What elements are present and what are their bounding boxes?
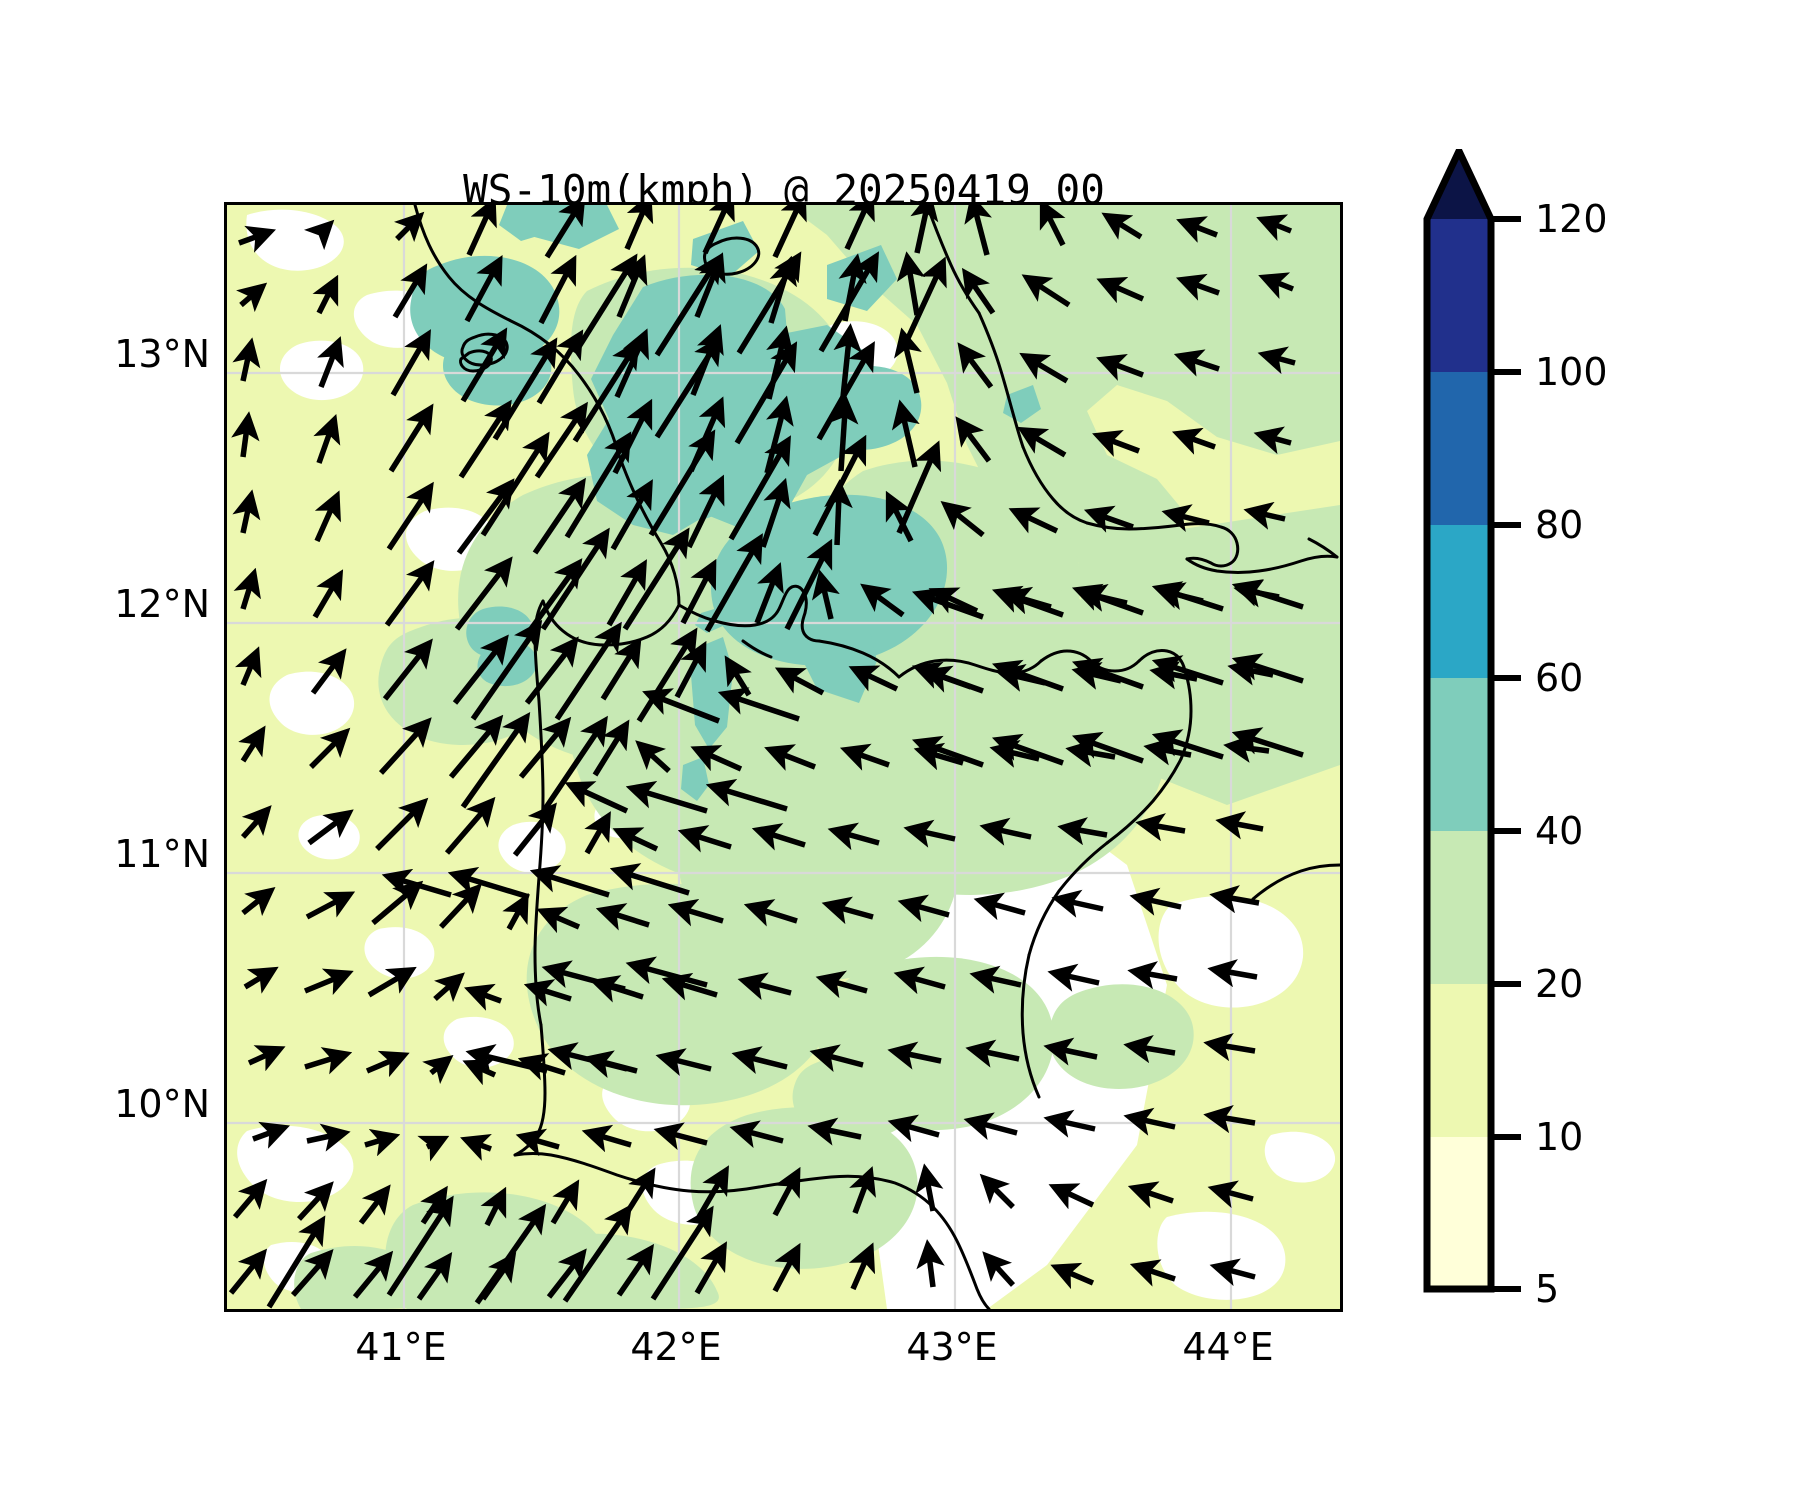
colorbar-band-10-20	[1427, 984, 1491, 1137]
colorbar-band-100-120	[1427, 219, 1491, 372]
colorbar-tick-label-5: 5	[1535, 1267, 1560, 1311]
colorbar-band-80-100	[1427, 372, 1491, 525]
colorbar-tick-label-120: 120	[1535, 197, 1608, 241]
colorbar-band-20-40	[1427, 831, 1491, 984]
ytick-label-13N: 13°N	[114, 332, 210, 376]
xtick-label-44E: 44°E	[1182, 1325, 1274, 1369]
colorbar-tick-label-10: 10	[1535, 1115, 1584, 1159]
xtick-label-41E: 41°E	[355, 1325, 447, 1369]
wind-vector-arrows	[228, 205, 1304, 1309]
colorbar-band-60-80	[1427, 525, 1491, 678]
wind-speed-map	[227, 205, 1340, 1309]
colorbar-band-5-10	[1427, 1137, 1491, 1289]
colorbar-band-over-120	[1427, 151, 1491, 219]
colorbar-tick-label-40: 40	[1535, 809, 1584, 853]
ytick-label-11N: 11°N	[114, 832, 210, 876]
xtick-label-42E: 42°E	[630, 1325, 722, 1369]
ytick-label-10N: 10°N	[114, 1082, 210, 1126]
ytick-label-12N: 12°N	[114, 582, 210, 626]
map-plot-area	[224, 202, 1343, 1312]
colorbar-tick-label-60: 60	[1535, 656, 1584, 700]
colorbar-band-40-60	[1427, 678, 1491, 831]
colorbar-outline	[1423, 149, 1495, 1293]
colorbar	[1423, 149, 1521, 1303]
colorbar-tick-label-80: 80	[1535, 503, 1584, 547]
colorbar-ticks	[1491, 216, 1521, 1292]
colorbar-tick-label-20: 20	[1535, 962, 1584, 1006]
colorbar-graphic	[1423, 149, 1521, 1293]
colorbar-tick-label-100: 100	[1535, 350, 1608, 394]
xtick-label-43E: 43°E	[906, 1325, 998, 1369]
